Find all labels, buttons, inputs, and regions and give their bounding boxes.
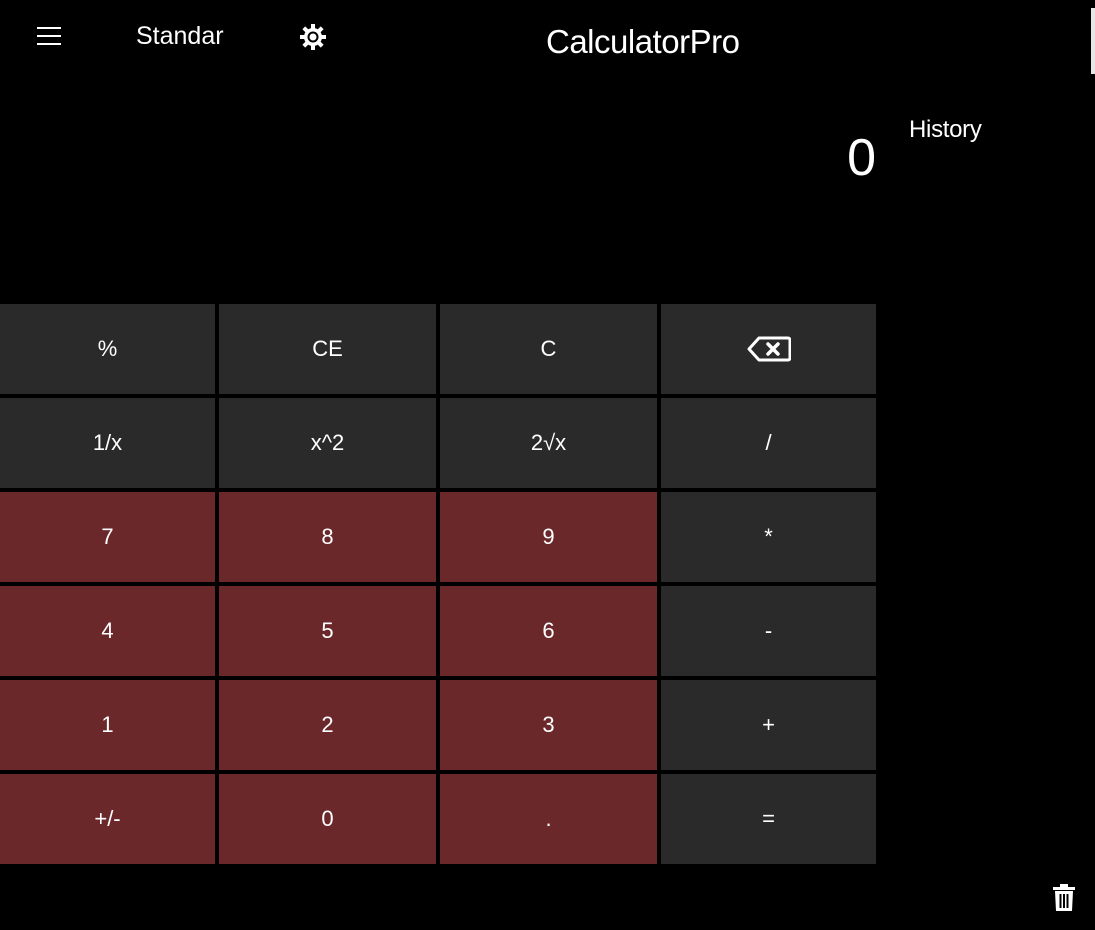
hamburger-menu-icon (37, 27, 61, 45)
digit-7-button[interactable]: 7 (0, 492, 215, 582)
mode-selector[interactable]: Standar (136, 22, 224, 50)
keypad: % CE C 1/x x^2 2√x / 7 8 9 * 4 5 6 - 1 2… (0, 304, 876, 864)
digit-2-button[interactable]: 2 (219, 680, 436, 770)
digit-3-button[interactable]: 3 (440, 680, 657, 770)
window-edge-divider (1091, 8, 1095, 74)
add-button[interactable]: + (661, 680, 876, 770)
reciprocal-button[interactable]: 1/x (0, 398, 215, 488)
divide-button[interactable]: / (661, 398, 876, 488)
digit-1-button[interactable]: 1 (0, 680, 215, 770)
backspace-button[interactable] (661, 304, 876, 394)
sun-gear-icon (300, 24, 326, 50)
clear-button[interactable]: C (440, 304, 657, 394)
app-title: CalculatorPro (546, 23, 740, 60)
backspace-icon (747, 336, 791, 362)
multiply-button[interactable]: * (661, 492, 876, 582)
theme-toggle-button[interactable] (296, 20, 330, 54)
digit-0-button[interactable]: 0 (219, 774, 436, 864)
decimal-point-button[interactable]: . (440, 774, 657, 864)
history-title: History (909, 116, 982, 143)
equals-button[interactable]: = (661, 774, 876, 864)
digit-6-button[interactable]: 6 (440, 586, 657, 676)
menu-button[interactable] (30, 20, 68, 52)
square-button[interactable]: x^2 (219, 398, 436, 488)
clear-history-button[interactable] (1050, 882, 1078, 914)
percent-button[interactable]: % (0, 304, 215, 394)
display-value: 0 (847, 129, 876, 187)
digit-8-button[interactable]: 8 (219, 492, 436, 582)
digit-5-button[interactable]: 5 (219, 586, 436, 676)
clear-entry-button[interactable]: CE (219, 304, 436, 394)
subtract-button[interactable]: - (661, 586, 876, 676)
trash-icon (1053, 884, 1075, 911)
negate-button[interactable]: +/- (0, 774, 215, 864)
display-panel: 0 (0, 90, 876, 290)
square-root-button[interactable]: 2√x (440, 398, 657, 488)
digit-9-button[interactable]: 9 (440, 492, 657, 582)
digit-4-button[interactable]: 4 (0, 586, 215, 676)
